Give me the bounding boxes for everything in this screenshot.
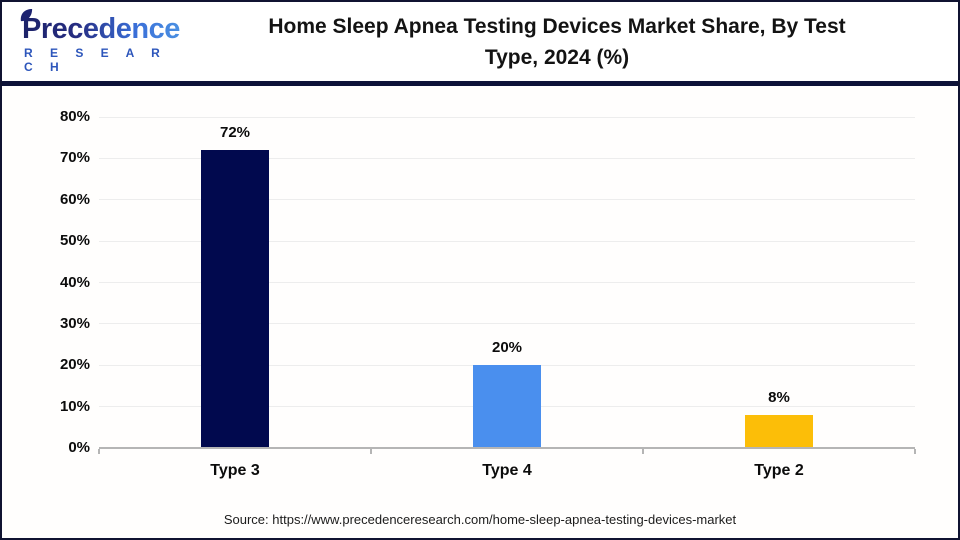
chart-title-line1: Home Sleep Apnea Testing Devices Market … bbox=[268, 15, 846, 38]
y-axis-tick-label: 50% bbox=[59, 232, 90, 250]
axis-tick bbox=[914, 449, 916, 454]
bar-value-label: 8% bbox=[768, 388, 790, 406]
chart-title: Home Sleep Apnea Testing Devices Market … bbox=[170, 11, 944, 73]
chart-title-line2: Type, 2024 (%) bbox=[484, 46, 630, 69]
bar-type-4 bbox=[473, 365, 541, 448]
brand-name: Precedence bbox=[22, 13, 180, 45]
y-axis-tick-label: 0% bbox=[68, 439, 90, 456]
header: Precedence R E S E A R C H Home Sleep Ap… bbox=[2, 2, 958, 86]
bar-value-label: 72% bbox=[219, 124, 251, 142]
brand-logo: Precedence R E S E A R C H bbox=[20, 8, 180, 74]
axis-tick bbox=[370, 449, 372, 454]
x-axis-category-label: Type 2 bbox=[754, 462, 804, 479]
gridline bbox=[99, 240, 915, 242]
y-axis-tick-label: 40% bbox=[59, 273, 90, 291]
gridline bbox=[99, 323, 915, 325]
gridline bbox=[99, 199, 915, 201]
bar-type-3 bbox=[201, 150, 269, 448]
y-axis-tick-label: 30% bbox=[59, 314, 90, 332]
axis-tick bbox=[98, 449, 100, 454]
bar-chart-plot: Source: https://www.precedenceresearch.c… bbox=[2, 86, 958, 538]
y-axis-tick-label: 20% bbox=[59, 356, 90, 374]
bar-type-2 bbox=[745, 414, 813, 448]
x-axis-category-label: Type 3 bbox=[210, 462, 260, 479]
y-axis-tick-label: 10% bbox=[59, 397, 90, 415]
x-axis-line bbox=[99, 447, 915, 449]
gridline bbox=[99, 116, 915, 118]
leaf-icon bbox=[20, 8, 33, 22]
gridline bbox=[99, 157, 915, 159]
y-axis-tick-label: 60% bbox=[59, 190, 90, 208]
bar-value-label: 20% bbox=[491, 339, 523, 357]
gridline bbox=[99, 282, 915, 283]
source-caption: Source: https://www.precedenceresearch.c… bbox=[223, 512, 737, 527]
brand-subtitle: R E S E A R C H bbox=[24, 46, 167, 74]
x-axis-category-label: Type 4 bbox=[482, 462, 532, 479]
y-axis-tick-label: 80% bbox=[59, 108, 90, 125]
axis-tick bbox=[642, 449, 644, 454]
y-axis-tick-label: 70% bbox=[59, 149, 90, 167]
